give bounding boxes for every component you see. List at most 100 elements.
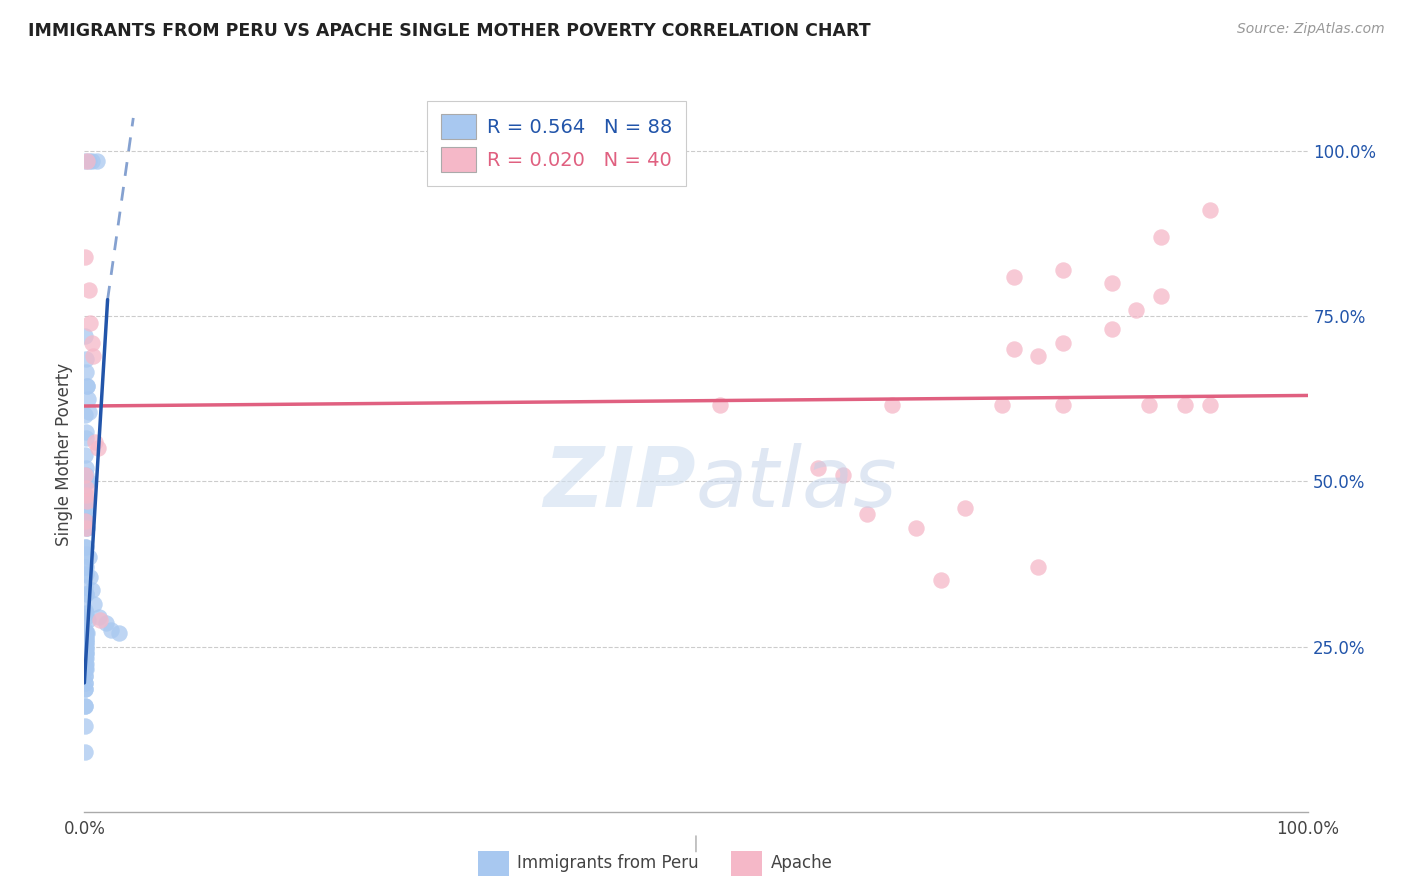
Point — [880, 398, 903, 412]
Point — [75, 636, 97, 650]
Point — [76, 520, 98, 534]
Point — [73, 409, 96, 423]
Point — [75, 632, 97, 646]
Point — [1137, 398, 1160, 412]
Point — [84, 434, 107, 449]
Point — [75, 487, 97, 501]
Point — [75, 425, 97, 439]
Point — [75, 250, 97, 264]
Point — [75, 651, 97, 665]
Point — [73, 487, 96, 501]
Point — [73, 580, 96, 594]
Point — [1150, 230, 1173, 244]
Point — [89, 613, 111, 627]
Point — [856, 508, 879, 522]
Point — [75, 609, 97, 624]
Point — [73, 669, 96, 683]
Point — [75, 587, 97, 601]
Point — [100, 623, 122, 637]
Point — [1028, 349, 1050, 363]
Point — [75, 431, 97, 445]
Point — [80, 153, 103, 168]
Point — [77, 153, 100, 168]
Point — [73, 636, 96, 650]
Point — [73, 682, 96, 697]
Point — [73, 662, 96, 676]
Point — [73, 682, 96, 697]
Point — [107, 626, 129, 640]
Point — [76, 153, 98, 168]
Point — [73, 514, 96, 528]
Point — [991, 398, 1014, 412]
Point — [1052, 335, 1074, 350]
Point — [75, 560, 97, 574]
Point — [79, 570, 101, 584]
Point — [73, 651, 96, 665]
Point — [75, 566, 97, 581]
Point — [75, 626, 97, 640]
Point — [73, 448, 96, 462]
Point — [75, 481, 97, 495]
Point — [75, 646, 97, 660]
Point — [75, 587, 97, 601]
Point — [73, 719, 96, 733]
Point — [73, 669, 96, 683]
Point — [87, 609, 110, 624]
Text: atlas: atlas — [696, 443, 897, 524]
Point — [82, 349, 104, 363]
Point — [75, 541, 97, 555]
Point — [709, 398, 731, 412]
Point — [75, 494, 97, 508]
Point — [83, 597, 105, 611]
Point — [1052, 398, 1074, 412]
Point — [75, 626, 97, 640]
Point — [77, 613, 100, 627]
Point — [75, 547, 97, 561]
Point — [1052, 263, 1074, 277]
Point — [905, 520, 928, 534]
Point — [76, 504, 98, 518]
Point — [76, 378, 98, 392]
Point — [73, 657, 96, 671]
Point — [73, 651, 96, 665]
Point — [75, 520, 97, 534]
Point — [73, 646, 96, 660]
Point — [77, 283, 100, 297]
Point — [1198, 203, 1220, 218]
Point — [75, 514, 97, 528]
Point — [77, 475, 100, 489]
Point — [75, 352, 97, 367]
Point — [73, 329, 96, 343]
Point — [1002, 342, 1025, 356]
Point — [86, 153, 108, 168]
Point — [1125, 302, 1147, 317]
Point — [73, 560, 96, 574]
Legend: R = 0.564   N = 88, R = 0.020   N = 40: R = 0.564 N = 88, R = 0.020 N = 40 — [427, 101, 686, 186]
Point — [79, 316, 101, 330]
Point — [76, 494, 98, 508]
Text: Source: ZipAtlas.com: Source: ZipAtlas.com — [1237, 22, 1385, 37]
Point — [75, 640, 97, 655]
Point — [1101, 322, 1123, 336]
Point — [75, 514, 97, 528]
Point — [1101, 276, 1123, 290]
Point — [76, 475, 98, 489]
Point — [75, 607, 97, 621]
Point — [73, 662, 96, 676]
Point — [1150, 289, 1173, 303]
Point — [73, 676, 96, 690]
Point — [73, 623, 96, 637]
Point — [75, 632, 97, 646]
Point — [80, 335, 103, 350]
Point — [73, 698, 96, 713]
Point — [73, 632, 96, 646]
Point — [75, 640, 97, 655]
Point — [75, 461, 97, 475]
Text: IMMIGRANTS FROM PERU VS APACHE SINGLE MOTHER POVERTY CORRELATION CHART: IMMIGRANTS FROM PERU VS APACHE SINGLE MO… — [28, 22, 870, 40]
Point — [75, 657, 97, 671]
Point — [1002, 269, 1025, 284]
Point — [73, 603, 96, 617]
Point — [73, 467, 96, 482]
Point — [953, 500, 976, 515]
Point — [73, 626, 96, 640]
